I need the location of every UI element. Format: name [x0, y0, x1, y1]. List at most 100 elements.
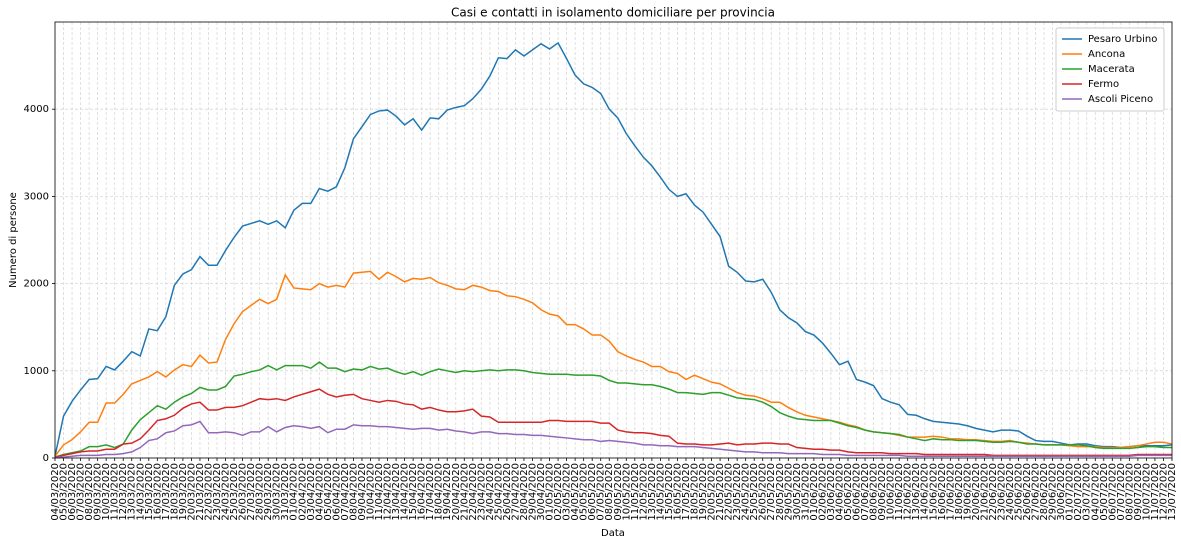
x-tick-label: 20/04/2020	[451, 463, 462, 521]
legend-label: Pesaro Urbino	[1088, 34, 1157, 45]
x-tick-label: 21/04/2020	[459, 463, 470, 521]
x-tick-label: 01/05/2020	[545, 463, 556, 521]
plot-frame	[54, 21, 1173, 459]
x-tick-label: 19/06/2020	[962, 463, 973, 521]
x-tick-label: 14/03/2020	[135, 463, 146, 521]
x-tick-label: 30/04/2020	[536, 463, 547, 521]
x-tick-label: 06/06/2020	[852, 463, 863, 521]
x-tick-label: 31/03/2020	[280, 463, 291, 521]
x-tick-label: 20/06/2020	[971, 463, 982, 521]
x-tick-label: 07/03/2020	[76, 463, 87, 521]
x-axis-label: Data	[601, 528, 625, 539]
x-tick-label: 14/05/2020	[655, 463, 666, 521]
x-tick-label: 13/03/2020	[127, 463, 138, 521]
x-tick-label: 12/07/2020	[1158, 463, 1169, 521]
x-tick-label: 31/05/2020	[800, 463, 811, 521]
x-tick-label: 29/06/2020	[1048, 463, 1059, 521]
x-tick-label: 24/03/2020	[221, 463, 232, 521]
x-tick-label: 08/04/2020	[348, 463, 359, 521]
x-tick-label: 19/03/2020	[178, 463, 189, 521]
x-tick-label: 26/05/2020	[758, 463, 769, 521]
x-tick-label: 24/04/2020	[485, 463, 496, 521]
x-tick-label: 11/03/2020	[110, 463, 121, 521]
x-tick-label: 19/04/2020	[442, 463, 453, 521]
x-tick-label: 23/03/2020	[212, 463, 223, 521]
x-tick-label: 08/03/2020	[84, 463, 95, 521]
x-tick-label: 28/03/2020	[255, 463, 266, 521]
x-tick-label: 09/04/2020	[357, 463, 368, 521]
x-tick-label: 06/03/2020	[67, 463, 78, 521]
x-tick-label: 10/03/2020	[101, 463, 112, 521]
x-tick-label: 23/06/2020	[996, 463, 1007, 521]
series-line	[54, 41, 1173, 457]
x-tick-label: 02/05/2020	[553, 463, 564, 521]
x-tick-label: 11/07/2020	[1150, 463, 1161, 521]
x-tick-label: 07/06/2020	[860, 463, 871, 521]
x-tick-label: 23/04/2020	[476, 463, 487, 521]
x-tick-label: 04/04/2020	[314, 463, 325, 521]
x-tick-label: 25/03/2020	[229, 463, 240, 521]
x-tick-label: 04/05/2020	[570, 463, 581, 521]
x-tick-label: 16/04/2020	[417, 463, 428, 521]
x-tick-label: 07/07/2020	[1116, 463, 1127, 521]
x-tick-label: 05/05/2020	[579, 463, 590, 521]
y-tick-label: 2000	[24, 279, 49, 290]
chart-title: Casi e contatti in isolamento domiciliar…	[451, 6, 775, 20]
legend-label: Ascoli Piceno	[1088, 94, 1153, 105]
x-tick-label: 04/03/2020	[50, 463, 61, 521]
x-tick-label: 09/05/2020	[613, 463, 624, 521]
x-tick-label: 28/05/2020	[775, 463, 786, 521]
x-tick-label: 06/04/2020	[331, 463, 342, 521]
x-tick-label: 01/04/2020	[289, 463, 300, 521]
x-tick-label: 06/07/2020	[1107, 463, 1118, 521]
x-tick-label: 04/07/2020	[1090, 463, 1101, 521]
x-tick-label: 19/05/2020	[698, 463, 709, 521]
x-tick-label: 28/06/2020	[1039, 463, 1050, 521]
x-tick-label: 29/03/2020	[263, 463, 274, 521]
x-tick-label: 16/05/2020	[672, 463, 683, 521]
x-tick-label: 18/05/2020	[690, 463, 701, 521]
x-tick-label: 10/06/2020	[886, 463, 897, 521]
x-tick-label: 03/06/2020	[826, 463, 837, 521]
x-tick-label: 25/04/2020	[493, 463, 504, 521]
x-tick-label: 29/04/2020	[527, 463, 538, 521]
x-tick-label: 15/05/2020	[664, 463, 675, 521]
x-tick-label: 13/04/2020	[391, 463, 402, 521]
x-tick-label: 27/03/2020	[246, 463, 257, 521]
x-tick-label: 11/05/2020	[630, 463, 641, 521]
x-tick-label: 25/06/2020	[1014, 463, 1025, 521]
legend-label: Ancona	[1088, 49, 1125, 60]
x-tick-label: 20/03/2020	[186, 463, 197, 521]
x-tick-label: 03/07/2020	[1082, 463, 1093, 521]
x-tick-label: 17/05/2020	[681, 463, 692, 521]
x-tick-label: 09/06/2020	[877, 463, 888, 521]
x-tick-label: 13/07/2020	[1167, 463, 1178, 521]
x-tick-label: 08/07/2020	[1124, 463, 1135, 521]
legend-box	[1055, 27, 1165, 112]
x-tick-label: 05/06/2020	[843, 463, 854, 521]
series-line	[54, 270, 1173, 457]
x-tick-label: 17/03/2020	[161, 463, 172, 521]
x-tick-label: 07/04/2020	[340, 463, 351, 521]
x-tick-label: 30/06/2020	[1056, 463, 1067, 521]
x-tick-label: 01/07/2020	[1065, 463, 1076, 521]
x-tick-label: 16/03/2020	[152, 463, 163, 521]
x-tick-label: 14/06/2020	[920, 463, 931, 521]
x-tick-label: 25/05/2020	[749, 463, 760, 521]
x-tick-label: 03/04/2020	[306, 463, 317, 521]
x-tick-label: 13/06/2020	[911, 463, 922, 521]
x-tick-label: 05/07/2020	[1099, 463, 1110, 521]
x-tick-label: 09/07/2020	[1133, 463, 1144, 521]
x-tick-label: 08/05/2020	[604, 463, 615, 521]
x-tick-label: 20/05/2020	[707, 463, 718, 521]
series-line	[54, 388, 1172, 458]
x-tick-label: 07/05/2020	[596, 463, 607, 521]
x-tick-label: 05/04/2020	[323, 463, 334, 521]
y-tick-label: 1000	[24, 366, 49, 377]
x-tick-label: 15/03/2020	[144, 463, 155, 521]
x-tick-label: 23/05/2020	[732, 463, 743, 521]
x-tick-label: 27/06/2020	[1031, 463, 1042, 521]
x-tick-label: 15/06/2020	[928, 463, 939, 521]
x-tick-label: 02/04/2020	[297, 463, 308, 521]
y-tick-label: 0	[43, 453, 49, 464]
